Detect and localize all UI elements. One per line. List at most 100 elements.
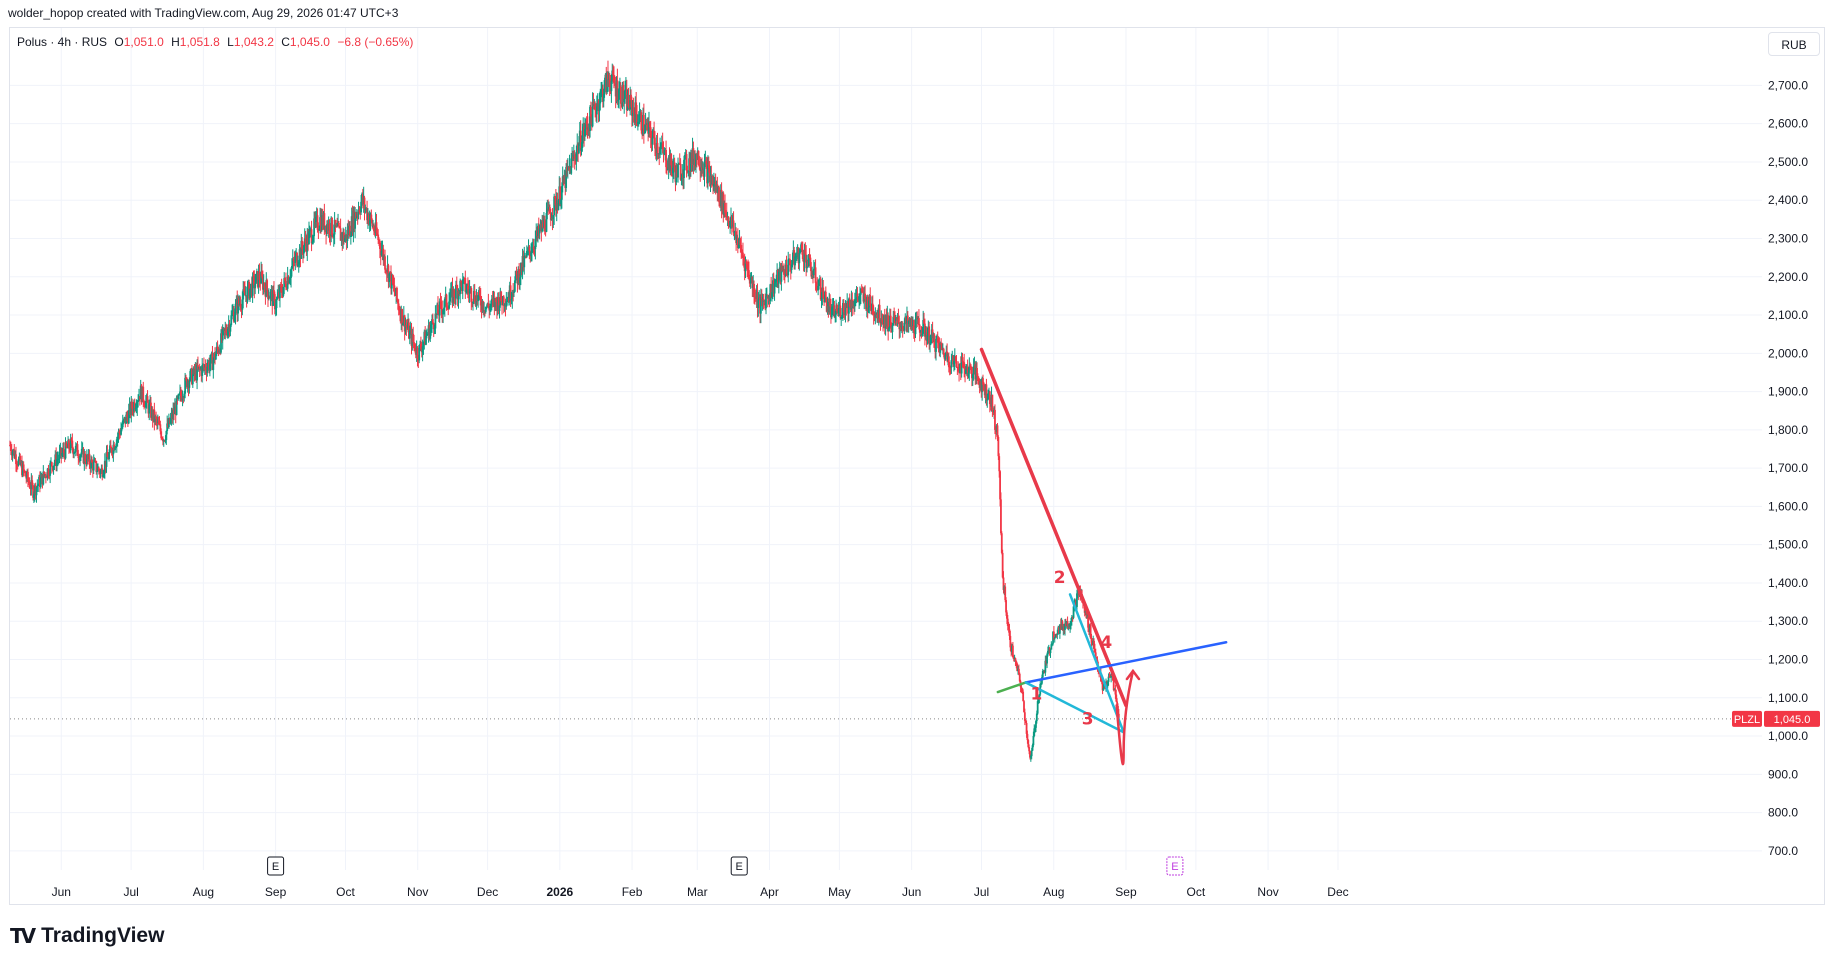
candle-body: [969, 365, 972, 367]
candle-body: [613, 83, 616, 86]
candle-body: [982, 378, 984, 385]
candle-body: [859, 294, 861, 297]
red-downtrend-line: [979, 347, 1128, 708]
time-axis: Jun Jul Aug Sep Oct Nov Dec 2026 Feb Mar Apr May Jun…: [52, 885, 1349, 899]
candle-body: [659, 148, 661, 155]
candle-body: [334, 219, 337, 227]
candle-body: [432, 323, 435, 330]
candle-body: [23, 470, 26, 472]
tradingview-logo[interactable]: TV TradingView: [10, 924, 164, 948]
candle-body: [1026, 733, 1029, 741]
candle-body: [302, 245, 305, 254]
candle-body: [1036, 701, 1039, 714]
candle-body: [74, 451, 76, 453]
candle-body: [317, 229, 320, 231]
candle-body: [939, 343, 942, 353]
candle-body: [355, 214, 358, 219]
candle-body: [742, 252, 744, 259]
wave-label: 4: [1100, 633, 1112, 653]
candle-body: [115, 439, 118, 447]
candle-body: [866, 296, 869, 312]
candle-body: [1056, 633, 1059, 635]
candle-body: [56, 459, 58, 467]
candle-body: [85, 455, 88, 465]
candle-body: [144, 401, 147, 408]
candle-body: [803, 249, 806, 263]
candle-body: [1007, 625, 1010, 630]
candle-body: [214, 353, 217, 360]
candle-body: [291, 266, 293, 270]
candle-body: [1001, 552, 1004, 578]
candle-body: [126, 414, 128, 417]
candle-body: [762, 298, 765, 302]
candle-body: [1116, 701, 1119, 707]
candle-body: [918, 325, 921, 333]
candle-body: [940, 343, 943, 345]
candle-body: [672, 167, 674, 174]
candle-body: [1085, 610, 1088, 619]
candle-body: [461, 279, 464, 291]
candle-body: [446, 306, 449, 308]
candle-body: [72, 448, 75, 455]
chart-pane[interactable]: [9, 27, 1825, 905]
currency-button[interactable]: RUB: [1768, 32, 1820, 56]
candle-body: [88, 453, 91, 465]
candle-body: [680, 178, 683, 180]
candle-body: [589, 106, 591, 132]
time-tick-label: Apr: [760, 885, 779, 899]
candle-body: [373, 226, 375, 232]
candle-body: [579, 130, 582, 151]
candle-body: [528, 246, 531, 252]
candle-body: [997, 437, 1000, 457]
candle-body: [291, 259, 294, 267]
legend-symbol[interactable]: Polus · 4h · RUS: [17, 35, 108, 49]
candle-body: [513, 291, 515, 293]
candle-body: [765, 296, 767, 309]
candle-body: [1094, 652, 1097, 658]
candle-body: [727, 216, 730, 223]
candle-body: [331, 217, 333, 236]
candle-body: [801, 249, 804, 260]
candle-body: [1089, 625, 1092, 639]
candle-body: [921, 333, 924, 336]
candle-body: [378, 240, 381, 249]
candle-body: [64, 442, 67, 459]
candle-body: [332, 234, 335, 237]
candle-body: [308, 229, 311, 232]
candle-body: [757, 299, 760, 308]
candle-body: [497, 297, 500, 312]
candle-body: [311, 241, 314, 244]
candle-body: [872, 314, 875, 316]
candle-body: [947, 356, 950, 368]
candle-body: [296, 264, 299, 266]
candle-body: [789, 258, 791, 266]
candle-body: [153, 409, 156, 423]
candle-body: [656, 142, 659, 154]
candle-body: [698, 164, 701, 167]
candle-body: [703, 162, 706, 177]
candle-body: [937, 342, 940, 344]
candle-body: [1011, 645, 1014, 657]
price-tick-label: 1,200.0: [1768, 653, 1808, 667]
candle-body: [275, 298, 278, 309]
candle-body: [237, 298, 239, 314]
candle-body: [443, 298, 446, 308]
candle-body: [1034, 727, 1037, 729]
candle-body: [418, 345, 421, 361]
candle-body: [101, 468, 104, 477]
candle-body: [1000, 533, 1003, 553]
candle-body: [95, 461, 98, 472]
candle-body: [1094, 648, 1096, 653]
candle-body: [1037, 699, 1040, 702]
candle-body: [1095, 657, 1098, 661]
candle-body: [589, 106, 592, 117]
candle-body: [546, 208, 549, 213]
candle-body: [987, 393, 990, 400]
candle-body: [929, 343, 931, 345]
candle-body: [1038, 694, 1041, 700]
candle-body: [591, 102, 594, 127]
symbol-tag-label: PLZL: [1734, 714, 1760, 726]
earnings-marker: [730, 856, 748, 876]
candle-body: [666, 167, 668, 169]
